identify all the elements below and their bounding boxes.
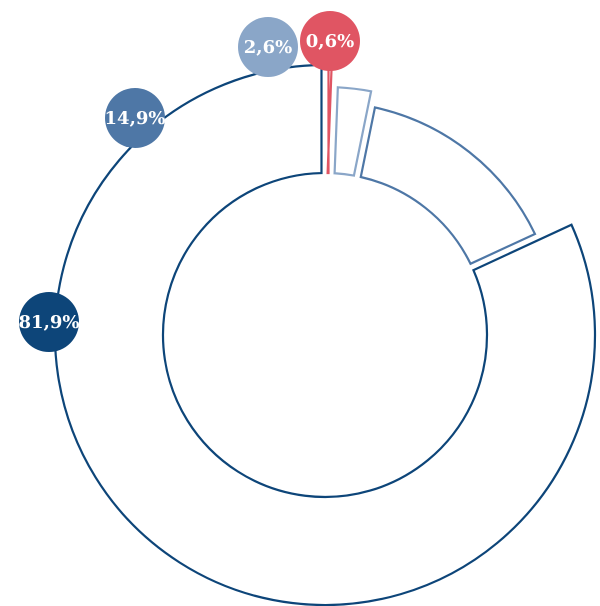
value-label: 0,6% — [306, 31, 354, 52]
value-label: 14,9% — [105, 108, 166, 129]
value-badge: 14,9% — [105, 88, 166, 148]
badge-circle — [300, 11, 360, 71]
donut-slice — [326, 55, 334, 175]
value-badge: 2,6% — [238, 17, 298, 77]
slice-group — [53, 55, 597, 606]
badge-group: 0,6% 2,6% 14,9% 81,9% — [19, 11, 360, 352]
value-badge: 0,6% — [300, 11, 360, 71]
badge-circle — [105, 88, 165, 148]
badge-circle — [238, 17, 298, 77]
donut-slice — [333, 86, 373, 177]
donut-slice — [359, 106, 537, 266]
value-label: 2,6% — [244, 37, 292, 58]
value-label: 81,9% — [19, 312, 80, 333]
value-badge: 81,9% — [19, 292, 80, 352]
donut-slice — [53, 63, 597, 606]
badge-circle — [19, 292, 79, 352]
